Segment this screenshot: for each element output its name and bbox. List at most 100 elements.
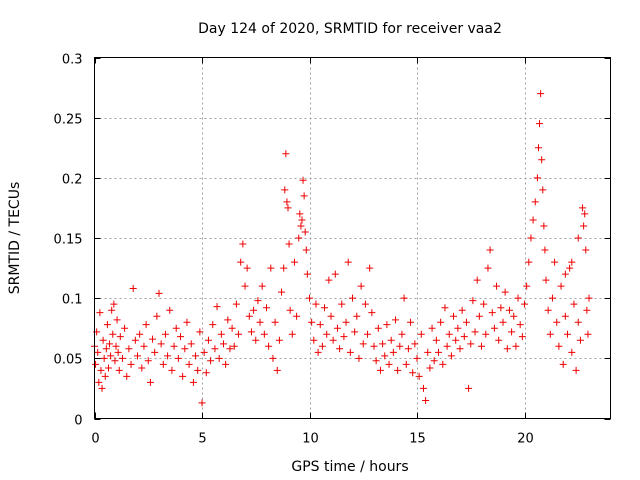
data-point	[121, 324, 129, 332]
data-point	[508, 328, 516, 336]
data-point	[125, 345, 133, 353]
data-point	[539, 186, 547, 194]
data-point	[172, 324, 180, 332]
data-point	[112, 342, 120, 350]
data-point	[364, 330, 372, 338]
data-point	[92, 360, 100, 368]
data-point	[159, 360, 167, 368]
data-point	[478, 342, 485, 350]
data-point	[503, 345, 511, 353]
data-point	[460, 333, 468, 341]
data-point	[344, 258, 352, 266]
data-point	[426, 364, 434, 372]
data-point	[260, 330, 268, 338]
data-point	[568, 258, 576, 266]
data-point	[584, 330, 592, 338]
data-point	[99, 336, 107, 344]
data-point	[96, 309, 104, 317]
data-point	[340, 333, 348, 341]
data-point	[187, 340, 195, 348]
data-point	[101, 372, 109, 380]
data-point	[419, 384, 427, 392]
data-point	[217, 330, 225, 338]
data-point	[572, 366, 580, 374]
data-point	[108, 306, 116, 314]
data-point	[413, 354, 421, 362]
data-point	[140, 342, 148, 350]
data-point	[424, 348, 432, 356]
data-point	[224, 316, 232, 324]
data-point	[301, 228, 309, 236]
data-point	[443, 342, 451, 350]
data-point	[428, 324, 436, 332]
data-points	[91, 90, 593, 407]
data-point	[250, 306, 258, 314]
data-point	[568, 348, 576, 356]
data-point	[357, 282, 365, 290]
data-point	[458, 306, 466, 314]
data-point	[534, 144, 542, 152]
x-tick-label: 20	[517, 432, 534, 447]
y-tick-label: 0.2	[62, 173, 83, 188]
data-point	[263, 304, 270, 312]
data-point	[486, 246, 494, 254]
data-point	[475, 312, 483, 320]
data-point	[168, 366, 176, 374]
data-point	[561, 270, 569, 278]
data-point	[183, 318, 191, 326]
y-tick-label: 0.15	[54, 233, 83, 248]
data-point	[467, 340, 475, 348]
data-point	[316, 321, 324, 329]
data-point	[254, 297, 262, 305]
data-point	[400, 294, 408, 302]
data-point	[422, 396, 430, 404]
data-point	[318, 342, 326, 350]
x-axis-label: GPS time / hours	[291, 459, 408, 475]
data-point	[501, 288, 509, 296]
data-point	[536, 120, 544, 128]
data-point	[144, 357, 152, 365]
data-point	[329, 336, 337, 344]
data-point	[469, 297, 477, 305]
data-point	[559, 360, 567, 368]
data-point	[404, 345, 412, 353]
data-point	[383, 321, 391, 329]
data-point	[226, 345, 234, 353]
data-point	[531, 198, 539, 206]
data-point	[452, 336, 460, 344]
data-point	[97, 366, 105, 374]
data-point	[462, 318, 470, 326]
data-point	[114, 348, 122, 356]
data-point	[374, 324, 382, 332]
data-point	[222, 360, 230, 368]
data-point	[181, 345, 189, 353]
data-point	[551, 258, 559, 266]
data-point	[437, 318, 445, 326]
data-point	[98, 384, 106, 392]
data-point	[271, 318, 279, 326]
data-point	[102, 345, 110, 353]
data-point	[95, 378, 103, 386]
data-point	[323, 330, 331, 338]
data-point	[555, 342, 563, 350]
data-point	[157, 340, 165, 348]
data-point	[493, 282, 501, 290]
data-point	[583, 306, 591, 314]
data-point	[570, 300, 578, 308]
data-point	[336, 345, 344, 353]
data-point	[298, 216, 306, 224]
data-point	[415, 372, 423, 380]
data-point	[409, 369, 417, 377]
data-point	[411, 340, 419, 348]
data-point	[275, 336, 283, 344]
data-point	[177, 333, 184, 341]
data-point	[544, 306, 552, 314]
data-point	[192, 352, 200, 360]
data-point	[516, 321, 524, 329]
data-point	[196, 328, 204, 336]
data-point	[527, 234, 535, 242]
data-point	[202, 369, 210, 377]
y-tick-label: 0.25	[54, 113, 83, 128]
data-point	[582, 246, 590, 254]
